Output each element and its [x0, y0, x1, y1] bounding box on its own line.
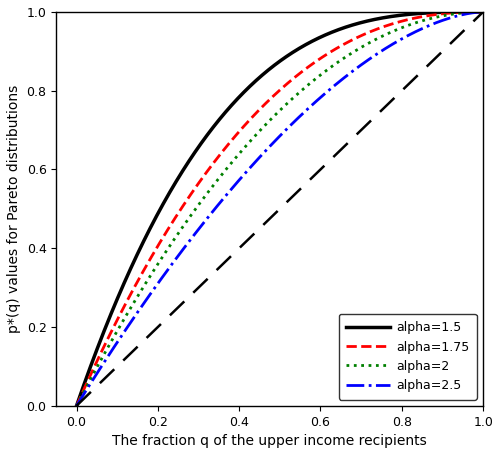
Line: alpha=2.5: alpha=2.5 — [76, 12, 483, 406]
alpha=2.5 — [398, 37, 404, 42]
alpha=2 — [238, 149, 244, 154]
alpha=1.75 — [352, 35, 358, 41]
alpha=1.5 — [352, 21, 358, 27]
alpha=1.75 — [238, 127, 244, 132]
alpha=1.75 — [390, 21, 396, 26]
alpha=2 — [115, 327, 121, 332]
alpha=2 — [352, 48, 358, 53]
X-axis label: The fraction q of the upper income recipients: The fraction q of the upper income recip… — [112, 434, 427, 448]
alpha=2.5 — [115, 339, 121, 344]
alpha=1.75 — [115, 315, 121, 321]
alpha=1.5 — [238, 92, 244, 98]
Legend: alpha=1.5, alpha=1.75, alpha=2, alpha=2.5: alpha=1.5, alpha=1.75, alpha=2, alpha=2.… — [338, 314, 477, 399]
alpha=1.5 — [252, 78, 258, 84]
alpha=2.5 — [238, 175, 244, 181]
alpha=1.75 — [398, 19, 404, 24]
alpha=1.5 — [398, 12, 404, 18]
alpha=2.5 — [352, 66, 358, 71]
alpha=2 — [390, 28, 396, 34]
alpha=2 — [398, 25, 404, 31]
alpha=2 — [252, 132, 258, 138]
alpha=1.5 — [390, 13, 396, 19]
alpha=2.5 — [74, 403, 80, 409]
alpha=2 — [74, 403, 80, 409]
alpha=2.5 — [390, 41, 396, 46]
alpha=2.5 — [252, 159, 258, 164]
alpha=2 — [480, 9, 486, 15]
alpha=1.5 — [480, 9, 486, 15]
Y-axis label: p*(q) values for Pareto distributions: p*(q) values for Pareto distributions — [7, 85, 21, 333]
alpha=2.5 — [480, 9, 486, 15]
alpha=1.75 — [252, 111, 258, 116]
Line: alpha=2: alpha=2 — [76, 12, 483, 406]
alpha=1.5 — [74, 403, 80, 409]
Line: alpha=1.75: alpha=1.75 — [76, 12, 483, 406]
alpha=1.5 — [115, 294, 121, 300]
alpha=1.75 — [480, 9, 486, 15]
Line: alpha=1.5: alpha=1.5 — [76, 12, 483, 406]
alpha=1.75 — [74, 403, 80, 409]
